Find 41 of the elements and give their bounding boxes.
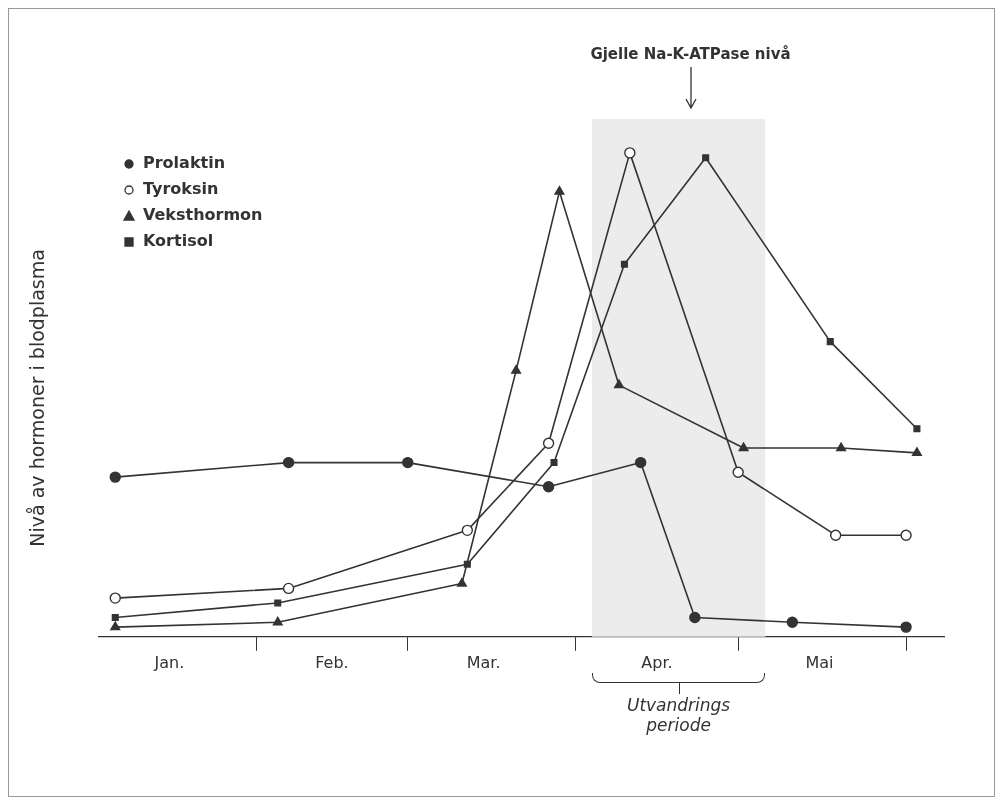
legend-label: Veksthormon xyxy=(143,205,263,225)
legend-label: Tyroksin xyxy=(143,179,219,199)
point xyxy=(613,379,625,389)
text: Gjelle Na-K-ATPase nivå xyxy=(590,45,791,63)
point xyxy=(913,425,921,433)
point xyxy=(274,599,282,607)
point xyxy=(911,447,922,457)
y-axis-title: Nivå av hormoner i blodplasma xyxy=(26,249,48,547)
point xyxy=(738,442,749,452)
point xyxy=(282,456,295,469)
point xyxy=(554,185,565,195)
x-tick-label: Feb. xyxy=(315,652,349,672)
x-tick-label: Mai xyxy=(805,652,834,672)
point xyxy=(829,529,842,541)
point xyxy=(689,611,701,624)
point xyxy=(620,260,628,268)
point xyxy=(826,338,834,346)
point xyxy=(110,621,121,631)
point xyxy=(550,459,558,467)
point xyxy=(900,529,912,541)
point xyxy=(702,154,710,162)
point xyxy=(634,456,647,469)
point xyxy=(786,616,799,628)
point xyxy=(900,621,912,633)
point xyxy=(111,613,119,621)
x-tick-label: Mar. xyxy=(466,652,501,672)
point xyxy=(109,471,121,483)
x-tick-label: Apr. xyxy=(641,652,673,672)
legend-label: Prolaktin xyxy=(143,153,226,173)
point xyxy=(109,592,121,604)
x-tick-label: Jan. xyxy=(153,652,185,672)
point xyxy=(511,364,522,374)
point xyxy=(542,437,555,449)
point xyxy=(732,466,744,478)
point xyxy=(624,147,636,159)
point xyxy=(272,616,283,626)
point xyxy=(282,582,295,595)
point xyxy=(836,442,847,452)
point xyxy=(542,481,555,493)
legend-label: Kortisol xyxy=(143,231,214,251)
text: Utvandrings periode xyxy=(626,694,731,735)
